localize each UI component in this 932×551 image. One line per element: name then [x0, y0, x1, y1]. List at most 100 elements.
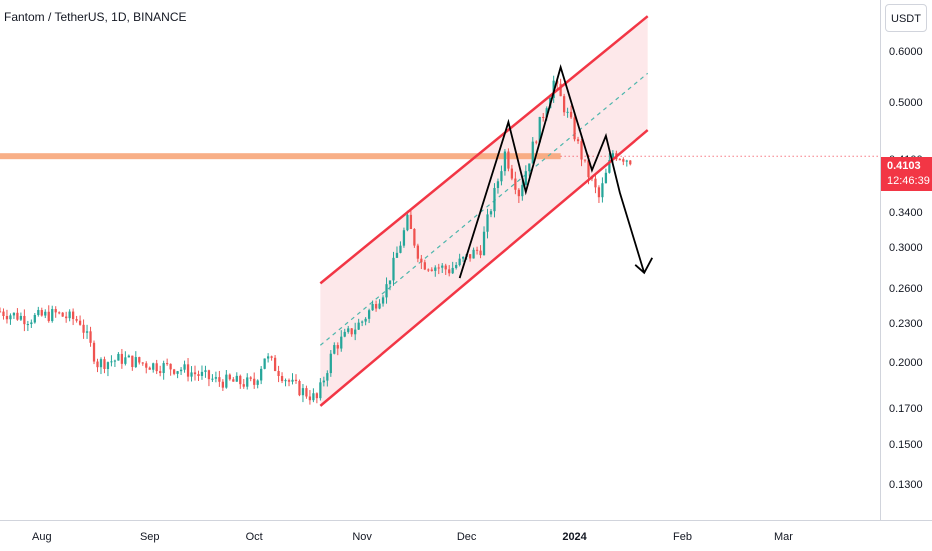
candle-body	[246, 377, 249, 387]
candle-body	[583, 159, 587, 161]
candle-body	[354, 329, 357, 335]
candle-body	[253, 378, 256, 385]
candle-body	[521, 184, 524, 197]
price-tick-label: 0.6000	[889, 45, 923, 58]
candle-body	[291, 379, 294, 382]
candle-body	[103, 359, 106, 369]
candle-body	[214, 377, 218, 379]
candle-body	[51, 309, 54, 322]
candle-body	[371, 304, 374, 311]
candle-body	[378, 303, 381, 309]
candle-body	[155, 363, 158, 372]
candle-body	[33, 314, 36, 323]
candle-body	[486, 214, 489, 232]
candle-body	[96, 361, 99, 368]
price-tick-label: 0.5000	[889, 97, 923, 110]
candle-body	[479, 250, 482, 256]
time-tick-label: Oct	[245, 531, 263, 543]
candle-body	[576, 139, 580, 142]
candle-body	[472, 249, 475, 259]
candle-body	[183, 364, 186, 370]
candle-body	[462, 256, 465, 259]
candle-body	[322, 380, 325, 383]
candle-body	[5, 315, 9, 320]
candle-body	[179, 369, 183, 372]
candle-body	[496, 181, 500, 188]
candle-body	[138, 357, 141, 363]
candle-body	[19, 315, 23, 320]
candle-body	[458, 258, 461, 266]
candle-body	[61, 312, 64, 317]
candle-body	[374, 304, 378, 309]
candle-body	[40, 310, 43, 316]
candle-body	[287, 380, 291, 382]
candle-body	[305, 388, 308, 397]
candle-body	[601, 183, 604, 198]
candle-body	[406, 214, 409, 231]
candle-body	[629, 160, 632, 165]
candle-body	[193, 372, 197, 375]
pattern-arrow-head	[634, 257, 654, 275]
currency-button[interactable]: USDT	[885, 4, 927, 32]
candle-body	[503, 151, 507, 172]
candle-body	[535, 141, 538, 143]
time-tick-label: Sep	[139, 531, 160, 543]
time-axis[interactable]: Aug Sep Oct Nov Dec 2024 Feb Mar	[0, 520, 881, 551]
candle-body	[538, 116, 541, 143]
candle-body	[340, 336, 343, 349]
candle-body	[266, 356, 270, 359]
candle-body	[542, 116, 545, 118]
candle-body	[200, 371, 204, 376]
candle-body	[117, 353, 120, 361]
candle-body	[367, 310, 371, 319]
candle-body	[597, 187, 601, 198]
candle-body	[92, 342, 96, 362]
candle-body	[441, 265, 444, 268]
candle-body	[127, 355, 130, 358]
candle-body	[357, 322, 360, 330]
candle-body	[594, 178, 597, 188]
candle-body	[402, 230, 406, 246]
candle-body	[455, 265, 458, 268]
candle-body	[162, 363, 165, 374]
candle-body	[145, 363, 148, 368]
candle-body	[489, 211, 493, 215]
candle-body	[294, 379, 298, 381]
bar-countdown: 12:46:39	[887, 175, 930, 187]
candle-body	[211, 378, 214, 380]
candle-body	[78, 320, 82, 325]
time-tick-label: Feb	[673, 531, 692, 543]
candle-body	[329, 353, 332, 374]
candle-body	[75, 319, 78, 321]
candle-body	[392, 257, 395, 281]
candle-body	[308, 396, 312, 401]
candle-body	[204, 370, 207, 372]
candle-body	[437, 267, 440, 269]
candle-body	[239, 375, 242, 385]
candle-body	[528, 163, 531, 172]
candle-body	[493, 187, 496, 212]
candle-body	[166, 363, 169, 365]
price-axis[interactable]: USDT 0.60000.50000.41000.34000.30000.260…	[880, 0, 932, 520]
candle-body	[545, 108, 548, 118]
channel-lower-line	[319, 129, 649, 407]
candle-body	[280, 376, 284, 382]
candle-body	[559, 83, 562, 97]
candle-body	[12, 312, 16, 316]
candle-body	[347, 328, 350, 332]
candle-body	[350, 328, 353, 335]
candle-body	[507, 151, 510, 169]
candle-body	[270, 356, 273, 358]
candle-body	[451, 267, 454, 274]
price-chart-svg[interactable]	[0, 0, 881, 520]
candle-body	[65, 316, 68, 319]
candle-body	[16, 312, 19, 320]
candle-body	[510, 168, 514, 179]
price-tick-label: 0.3000	[889, 242, 923, 255]
candle-body	[475, 249, 479, 251]
candle-body	[284, 380, 287, 382]
candle-body	[569, 111, 573, 118]
candle-body	[58, 312, 61, 314]
candle-body	[319, 382, 322, 399]
